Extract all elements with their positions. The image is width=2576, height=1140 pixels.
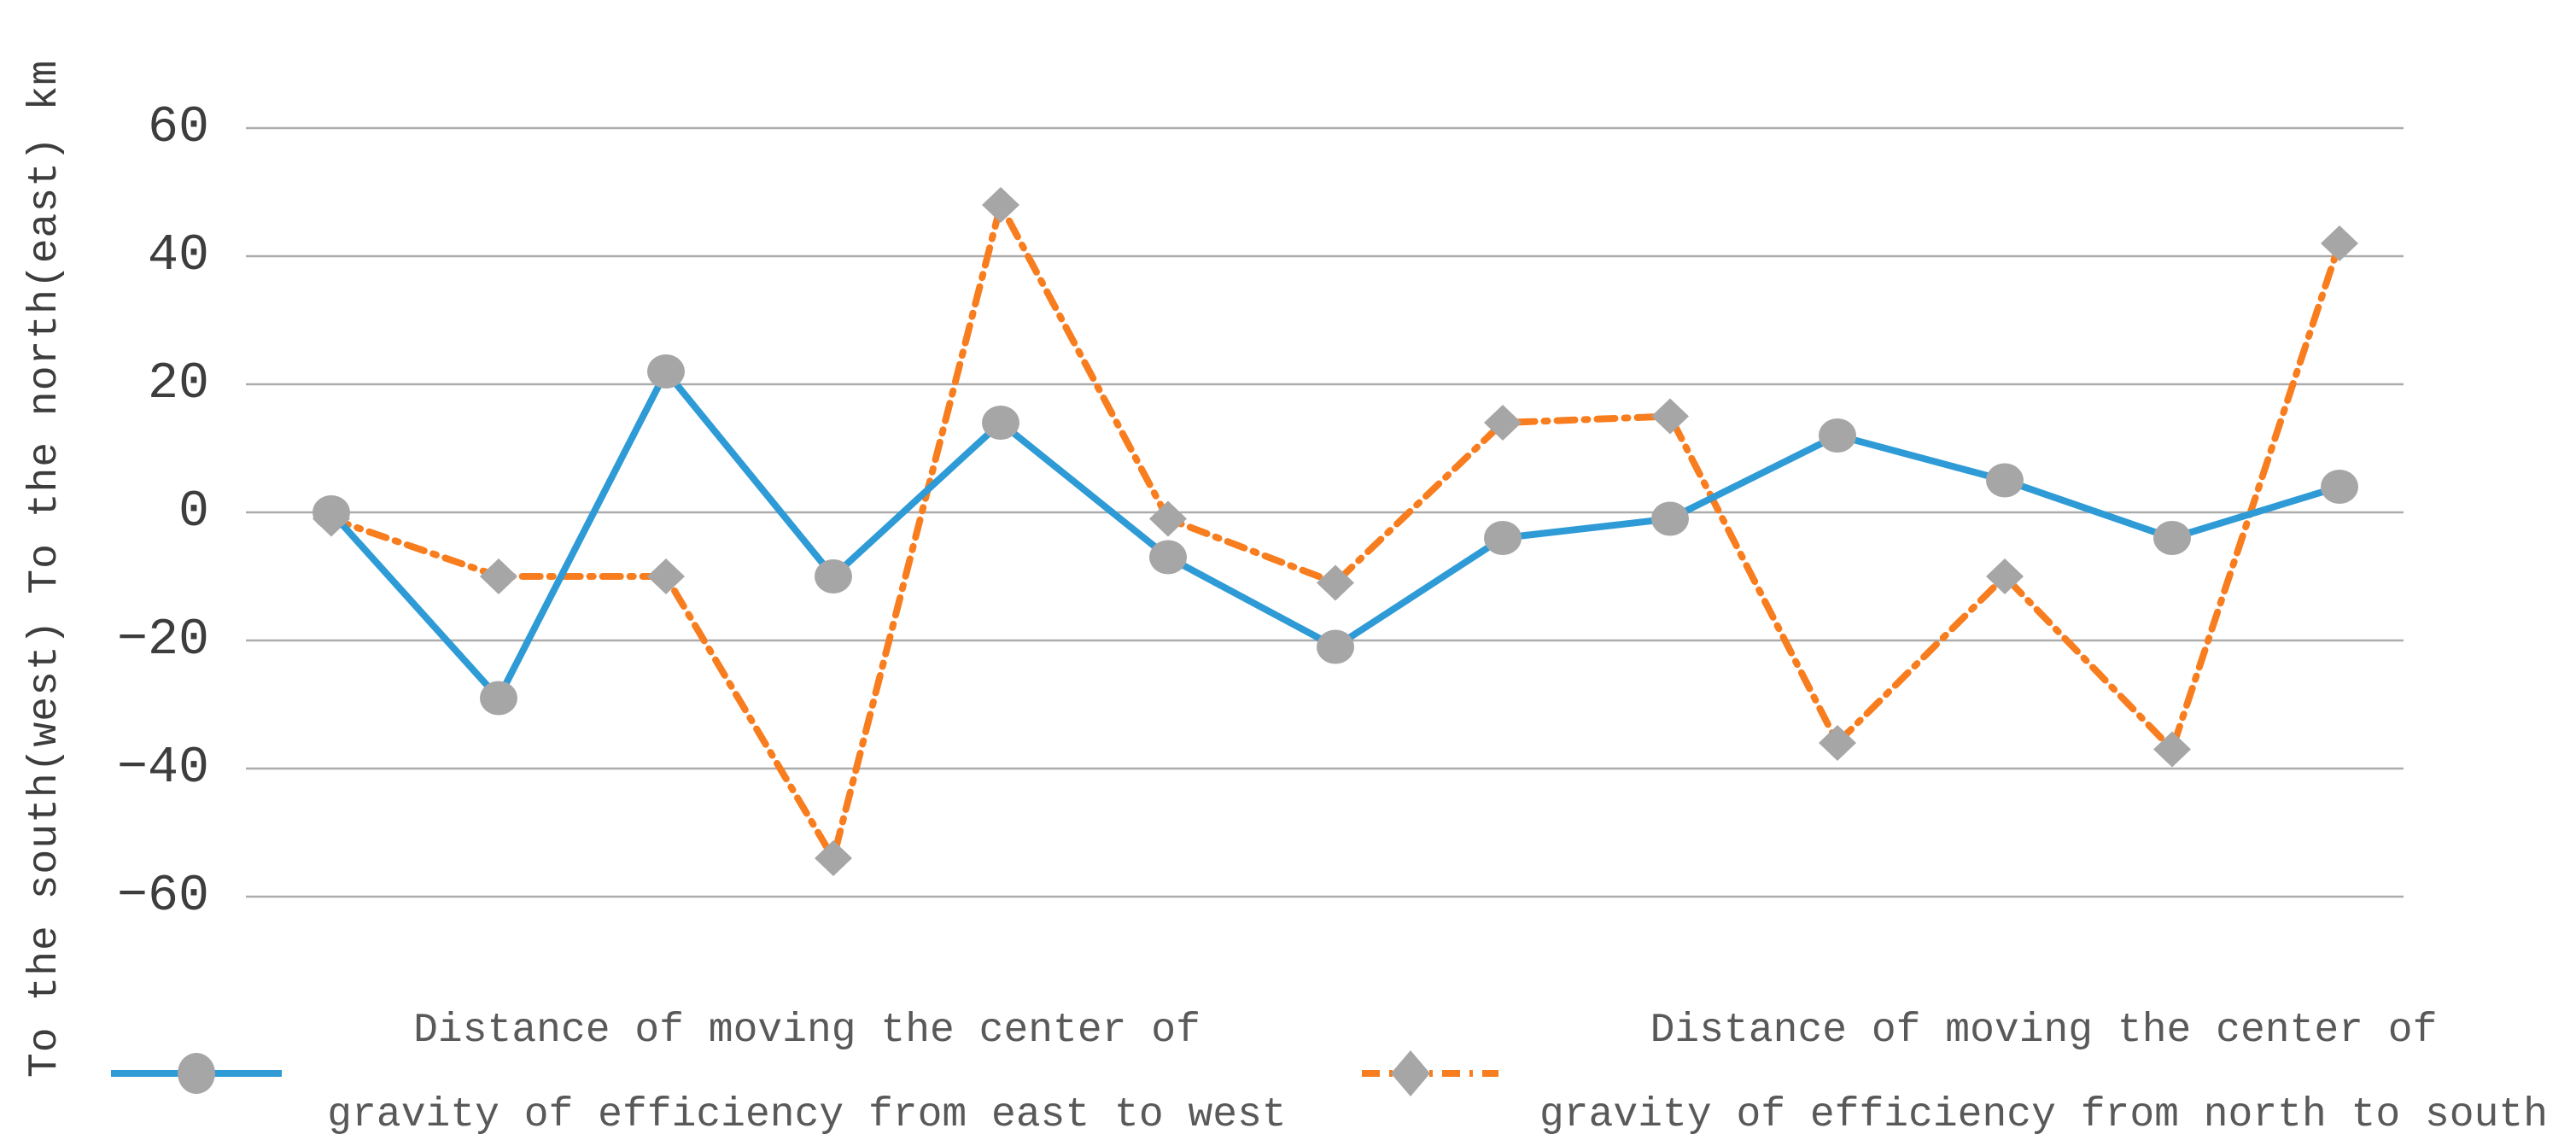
legend-sample-diamond-marker	[1391, 1050, 1430, 1096]
data-point-marker-circle	[1149, 540, 1187, 575]
legend-label-line: Distance of moving the center of	[413, 1008, 1200, 1054]
data-point-marker-diamond	[815, 840, 852, 876]
y-tick-label: 60	[147, 99, 209, 157]
series-line-1	[328, 196, 2343, 868]
data-point-marker-diamond	[1149, 500, 1187, 537]
data-point-marker-circle	[982, 406, 1019, 440]
data-point-marker-circle	[1317, 629, 1354, 664]
data-point-marker-diamond	[1651, 398, 1689, 435]
y-tick-label: −60	[116, 868, 209, 926]
data-point-marker-diamond	[982, 187, 1019, 223]
data-point-marker-circle	[815, 559, 852, 593]
legend-entry-east-west: Distance of moving the center of gravity…	[111, 1001, 1323, 1140]
data-point-marker-circle	[2153, 521, 2191, 555]
data-point-marker-circle	[1651, 501, 1689, 536]
legend-label-north-south: Distance of moving the center of gravity…	[1511, 989, 2576, 1140]
data-point-marker-diamond	[2153, 731, 2191, 768]
data-point-marker-diamond	[1819, 725, 1856, 761]
legend-label-line: Distance of moving the center of	[1650, 1008, 2438, 1054]
data-point-marker-diamond	[1317, 564, 1354, 601]
legend-label-line: gravity of efficiency from east to west	[327, 1092, 1287, 1138]
y-tick-label: 40	[147, 227, 209, 285]
legend-sample-circle-marker	[178, 1053, 215, 1094]
legend-sample-line-circle	[111, 1053, 282, 1094]
y-tick-label: 0	[178, 483, 209, 541]
data-point-marker-circle	[1986, 463, 2024, 498]
data-point-marker-diamond	[480, 558, 517, 594]
data-point-marker-circle	[647, 354, 685, 389]
legend-entry-north-south: Distance of moving the center of gravity…	[1362, 1001, 2576, 1140]
legend-label-line: gravity of efficiency from north to sout…	[1539, 1092, 2548, 1138]
data-point-marker-circle	[1819, 418, 1856, 453]
data-point-marker-circle	[480, 681, 517, 716]
data-point-marker-diamond	[1986, 558, 2024, 594]
data-point-marker-diamond	[1484, 405, 1522, 441]
data-point-marker-diamond	[2321, 225, 2358, 261]
y-axis-title: To the south(west) To the north(east) km	[22, 59, 68, 1078]
y-tick-label: −20	[116, 611, 209, 669]
legend-sample-dashline-diamond	[1362, 1050, 1498, 1096]
y-tick-label: −40	[116, 740, 209, 798]
y-tick-label: 20	[147, 355, 209, 413]
data-point-marker-circle	[1484, 521, 1522, 555]
data-point-marker-circle	[2321, 470, 2358, 504]
data-point-marker-circle	[313, 495, 350, 529]
y-axis-tick-labels: 60 40 20 0 −20 −40 −60	[0, 0, 209, 1140]
data-point-marker-diamond	[647, 558, 685, 594]
legend-label-east-west: Distance of moving the center of gravity…	[290, 989, 1323, 1140]
